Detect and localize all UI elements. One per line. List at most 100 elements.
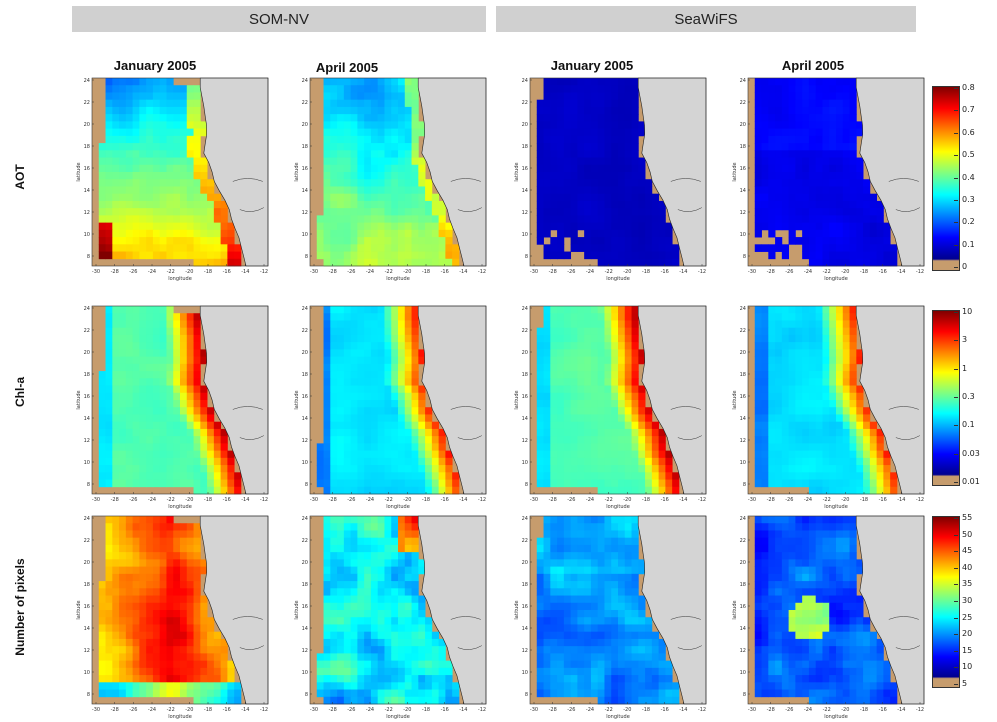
field-cell (378, 208, 385, 216)
y-tick-label: 10 (84, 460, 90, 466)
field-cell (412, 150, 419, 158)
field-cell (775, 364, 782, 372)
field-cell (337, 92, 344, 100)
field-cell (364, 682, 371, 690)
field-cell (337, 378, 344, 386)
field-cell (166, 451, 173, 459)
field-cell (371, 107, 378, 115)
field-cell (544, 552, 551, 560)
field-cell (351, 610, 358, 618)
field-cell (187, 201, 194, 209)
field-cell (324, 114, 331, 122)
field-cell (119, 436, 126, 444)
field-cell (618, 313, 625, 321)
field-cell (146, 436, 153, 444)
field-cell (768, 78, 775, 86)
field-cell (133, 244, 140, 252)
x-tick-label: -24 (148, 497, 156, 503)
field-cell (618, 237, 625, 245)
field-cell (337, 393, 344, 401)
field-cell (166, 208, 173, 216)
field-cell (180, 465, 187, 473)
field-cell (604, 215, 611, 223)
field-cell (187, 559, 194, 567)
field-cell (439, 215, 446, 223)
field-cell (571, 121, 578, 129)
field-cell (180, 690, 187, 698)
field-cell (591, 201, 598, 209)
field-cell (99, 215, 106, 223)
field-cell (119, 158, 126, 166)
field-cell (625, 121, 632, 129)
field-cell (133, 400, 140, 408)
field-cell (883, 480, 890, 488)
field-cell (371, 675, 378, 683)
field-cell (762, 143, 769, 151)
field-cell (384, 357, 391, 365)
field-cell (153, 465, 160, 473)
field-cell (795, 378, 802, 386)
field-cell (412, 610, 419, 618)
field-cell (584, 458, 591, 466)
field-cell (412, 244, 419, 252)
field-cell (337, 364, 344, 372)
field-cell (221, 668, 228, 676)
field-cell (611, 559, 618, 567)
field-cell (344, 259, 351, 267)
field-cell (584, 567, 591, 575)
field-cell (571, 443, 578, 451)
field-cell (762, 150, 769, 158)
field-cell (153, 661, 160, 669)
field-cell (330, 107, 337, 115)
field-cell (836, 342, 843, 350)
field-cell (146, 215, 153, 223)
field-cell (584, 244, 591, 252)
field-cell (775, 429, 782, 437)
field-cell (160, 342, 167, 350)
field-cell (405, 653, 412, 661)
field-cell (625, 422, 632, 430)
field-cell (200, 661, 207, 669)
field-cell (384, 306, 391, 314)
field-cell (863, 223, 870, 231)
field-cell (544, 429, 551, 437)
field-cell (836, 121, 843, 129)
field-cell (843, 230, 850, 238)
field-cell (146, 230, 153, 238)
field-cell (337, 371, 344, 379)
field-cell (234, 697, 241, 705)
field-cell (809, 194, 816, 202)
field-cell (126, 574, 133, 582)
field-cell (816, 465, 823, 473)
field-cell (611, 252, 618, 260)
field-cell (795, 179, 802, 187)
field-cell (324, 129, 331, 137)
field-cell (544, 588, 551, 596)
field-cell (557, 136, 564, 144)
field-cell (106, 215, 113, 223)
field-cell (611, 100, 618, 108)
field-cell (405, 646, 412, 654)
field-cell (611, 458, 618, 466)
field-cell (544, 121, 551, 129)
field-cell (119, 306, 126, 314)
field-cell (112, 107, 119, 115)
field-cell (632, 530, 639, 538)
field-cell (139, 530, 146, 538)
field-cell (452, 690, 459, 698)
field-cell (829, 451, 836, 459)
field-cell (187, 610, 194, 618)
field-cell (119, 223, 126, 231)
field-cell (809, 443, 816, 451)
x-tick-label: -14 (897, 497, 905, 503)
field-cell (802, 349, 809, 357)
field-cell (591, 335, 598, 343)
field-cell (214, 422, 221, 430)
field-cell (119, 443, 126, 451)
field-cell (391, 328, 398, 336)
field-cell (418, 443, 425, 451)
field-cell (133, 252, 140, 260)
field-cell (187, 617, 194, 625)
field-cell (405, 313, 412, 321)
field-cell (584, 617, 591, 625)
